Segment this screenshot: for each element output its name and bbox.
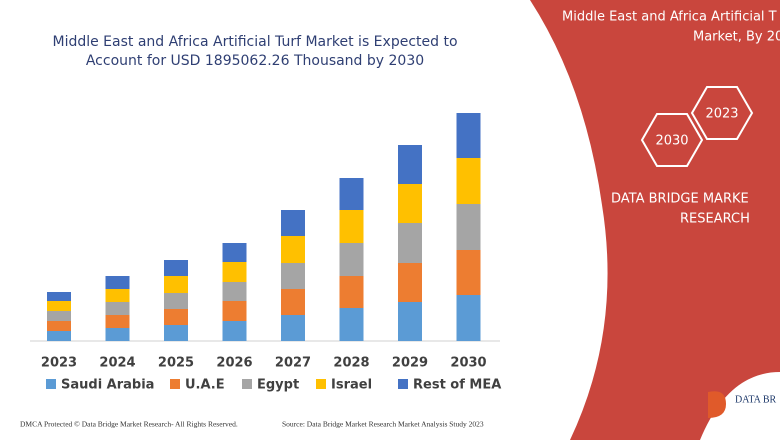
hexagon-label: 2030 (655, 134, 688, 149)
bar-segment (47, 331, 71, 341)
x-tick-label: 2025 (158, 356, 194, 371)
bar-segment (398, 223, 422, 263)
bar-segment (222, 262, 247, 282)
hexagon-label: 2023 (705, 107, 738, 122)
bar-segment (164, 309, 188, 325)
bar-segment (164, 260, 188, 276)
bar-segment (339, 210, 364, 243)
hexagon (640, 113, 704, 167)
red-panel (530, 0, 780, 440)
x-tick-label: 2024 (99, 356, 135, 371)
bar-segment (281, 263, 305, 289)
bar-segment (222, 282, 247, 301)
panel-heading: Middle East and Africa Artificial T Mark… (562, 10, 780, 45)
legend-label: Egypt (257, 378, 299, 393)
bar-segment (47, 311, 71, 321)
bar-segment (339, 243, 364, 276)
x-tick-label: 2023 (41, 356, 77, 371)
x-tick-label: 2026 (216, 356, 252, 371)
bar-segment (47, 321, 71, 331)
bar-segment (456, 113, 481, 158)
bar-segment (456, 158, 481, 204)
bar-segment (339, 276, 364, 308)
logo-text: DATA BR (735, 394, 776, 405)
bar-segment (398, 263, 422, 302)
bar-segment (281, 210, 305, 236)
legend-swatch (46, 379, 56, 389)
chart-title: Account for USD 1895062.26 Thousand by 2… (86, 53, 424, 69)
bar-segment (47, 292, 71, 301)
bar-segment (105, 315, 130, 328)
bar-segment (222, 321, 247, 341)
brand-text: DATA BRIDGE MARKE (611, 192, 749, 207)
legend-label: U.A.E (185, 378, 225, 393)
bar-segment (281, 315, 305, 341)
legend-label: Saudi Arabia (61, 378, 154, 393)
bar-segment (105, 328, 130, 341)
bar-segment (105, 276, 130, 289)
bar-segment (222, 301, 247, 321)
bar-segment (105, 289, 130, 302)
brand-text: RESEARCH (680, 212, 750, 227)
x-tick-label: 2029 (392, 356, 428, 371)
bar-segment (456, 250, 481, 295)
legend-swatch (242, 379, 252, 389)
bar-segment (339, 178, 364, 210)
footer-left: DMCA Protected © Data Bridge Market Rese… (20, 420, 238, 429)
bar-segment (281, 236, 305, 263)
bar-segment (339, 308, 364, 341)
logo-icon (708, 391, 726, 418)
x-tick-label: 2027 (275, 356, 311, 371)
legend-label: Rest of MEA (413, 378, 501, 393)
legend-swatch (170, 379, 180, 389)
bar-segment (47, 301, 71, 311)
plot: 2023 2024 2025 2026 2027 2028 2029 2030 Saudi Ar… (41, 113, 501, 393)
chart-title: Middle East and Africa Artificial Turf M… (52, 34, 457, 50)
panel-heading-line: Market, By 20 (693, 30, 780, 45)
bar-segment (456, 204, 481, 250)
bar-segment (164, 325, 188, 341)
bar-segment (222, 243, 247, 262)
bar-segment (398, 302, 422, 341)
bar-segment (281, 289, 305, 315)
hexagon (690, 86, 754, 140)
legend-swatch (316, 379, 326, 389)
x-tick-label: 2028 (333, 356, 369, 371)
x-tick-label: 2030 (450, 356, 486, 371)
bar-segment (398, 145, 422, 184)
bar-segment (456, 295, 481, 341)
footer-right: Source: Data Bridge Market Research Mark… (282, 420, 484, 429)
bar-segment (164, 276, 188, 293)
bar-segment (105, 302, 130, 315)
legend-swatch (398, 379, 408, 389)
bar-segment (398, 184, 422, 223)
panel-heading-line: Middle East and Africa Artificial T (562, 10, 777, 25)
legend-label: Israel (331, 378, 372, 393)
bar-segment (164, 293, 188, 309)
